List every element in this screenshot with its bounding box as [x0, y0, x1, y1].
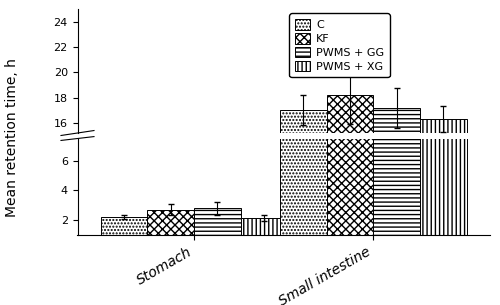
Bar [374, 0, 420, 250]
Bar [194, 290, 240, 305]
Bar [148, 210, 194, 250]
Bar [148, 291, 194, 305]
Bar [240, 218, 288, 250]
Text: Mean retention time, h: Mean retention time, h [6, 58, 20, 217]
Bar [240, 298, 288, 305]
Bar [420, 8, 467, 250]
Bar [420, 119, 467, 305]
Bar [280, 0, 327, 250]
Bar [101, 297, 148, 305]
Bar [101, 217, 148, 250]
Bar [374, 108, 420, 305]
Bar [327, 95, 374, 305]
Legend: C, KF, PWMS + GG, PWMS + XG: C, KF, PWMS + GG, PWMS + XG [290, 13, 390, 77]
Bar [194, 208, 240, 250]
Bar [280, 110, 327, 305]
Bar [327, 0, 374, 250]
